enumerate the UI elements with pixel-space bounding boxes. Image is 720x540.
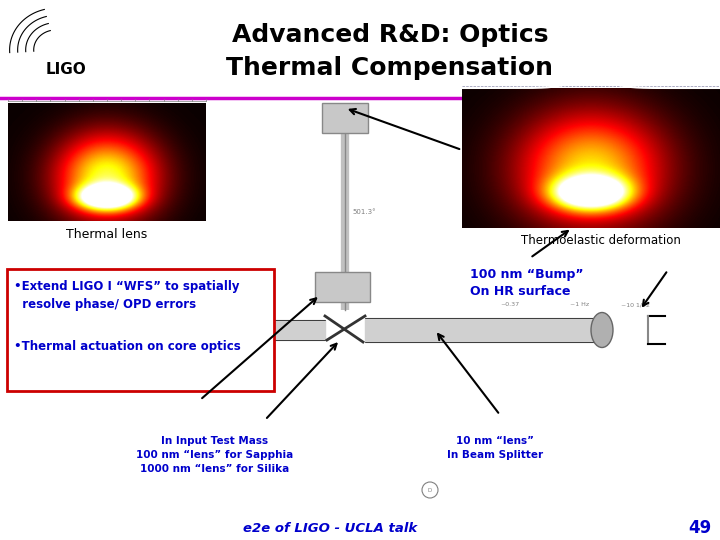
Text: Thermoelastic deformation: Thermoelastic deformation (521, 233, 681, 246)
Text: ~0.37: ~0.37 (500, 302, 520, 307)
Text: •Thermal actuation on core optics: •Thermal actuation on core optics (14, 340, 240, 353)
Bar (100, 320, 140, 338)
Text: e2e of LIGO - UCLA talk: e2e of LIGO - UCLA talk (243, 522, 417, 535)
Bar (322, 103, 368, 133)
Text: Thermal lens: Thermal lens (66, 228, 148, 241)
Text: ~1 Hz: ~1 Hz (570, 302, 590, 307)
Text: 10 nm “lens”
In Beam Splitter: 10 nm “lens” In Beam Splitter (447, 436, 543, 460)
Text: •Extend LIGO I “WFS” to spatially
  resolve phase/ OPD errors: •Extend LIGO I “WFS” to spatially resolv… (14, 280, 240, 311)
Text: Advanced R&D: Optics: Advanced R&D: Optics (232, 23, 548, 47)
Bar (315, 272, 370, 302)
Text: 501.3°: 501.3° (352, 209, 376, 215)
Text: 100 20: 100 20 (110, 327, 130, 333)
Text: Thermal Compensation: Thermal Compensation (227, 56, 554, 80)
Ellipse shape (143, 314, 163, 346)
FancyBboxPatch shape (7, 269, 274, 391)
Text: 49: 49 (688, 519, 711, 537)
Text: 100 nm “Bump”
On HR surface: 100 nm “Bump” On HR surface (470, 268, 583, 298)
Text: In Input Test Mass
100 nm “lens” for Sapphia
1000 nm “lens” for Silika: In Input Test Mass 100 nm “lens” for Sap… (136, 436, 294, 474)
Ellipse shape (591, 313, 613, 348)
Text: D: D (428, 488, 432, 492)
Text: 1.1°: 1.1° (352, 275, 366, 281)
Text: ~10 1/52: ~10 1/52 (621, 302, 649, 307)
Text: LIGO: LIGO (45, 63, 86, 77)
